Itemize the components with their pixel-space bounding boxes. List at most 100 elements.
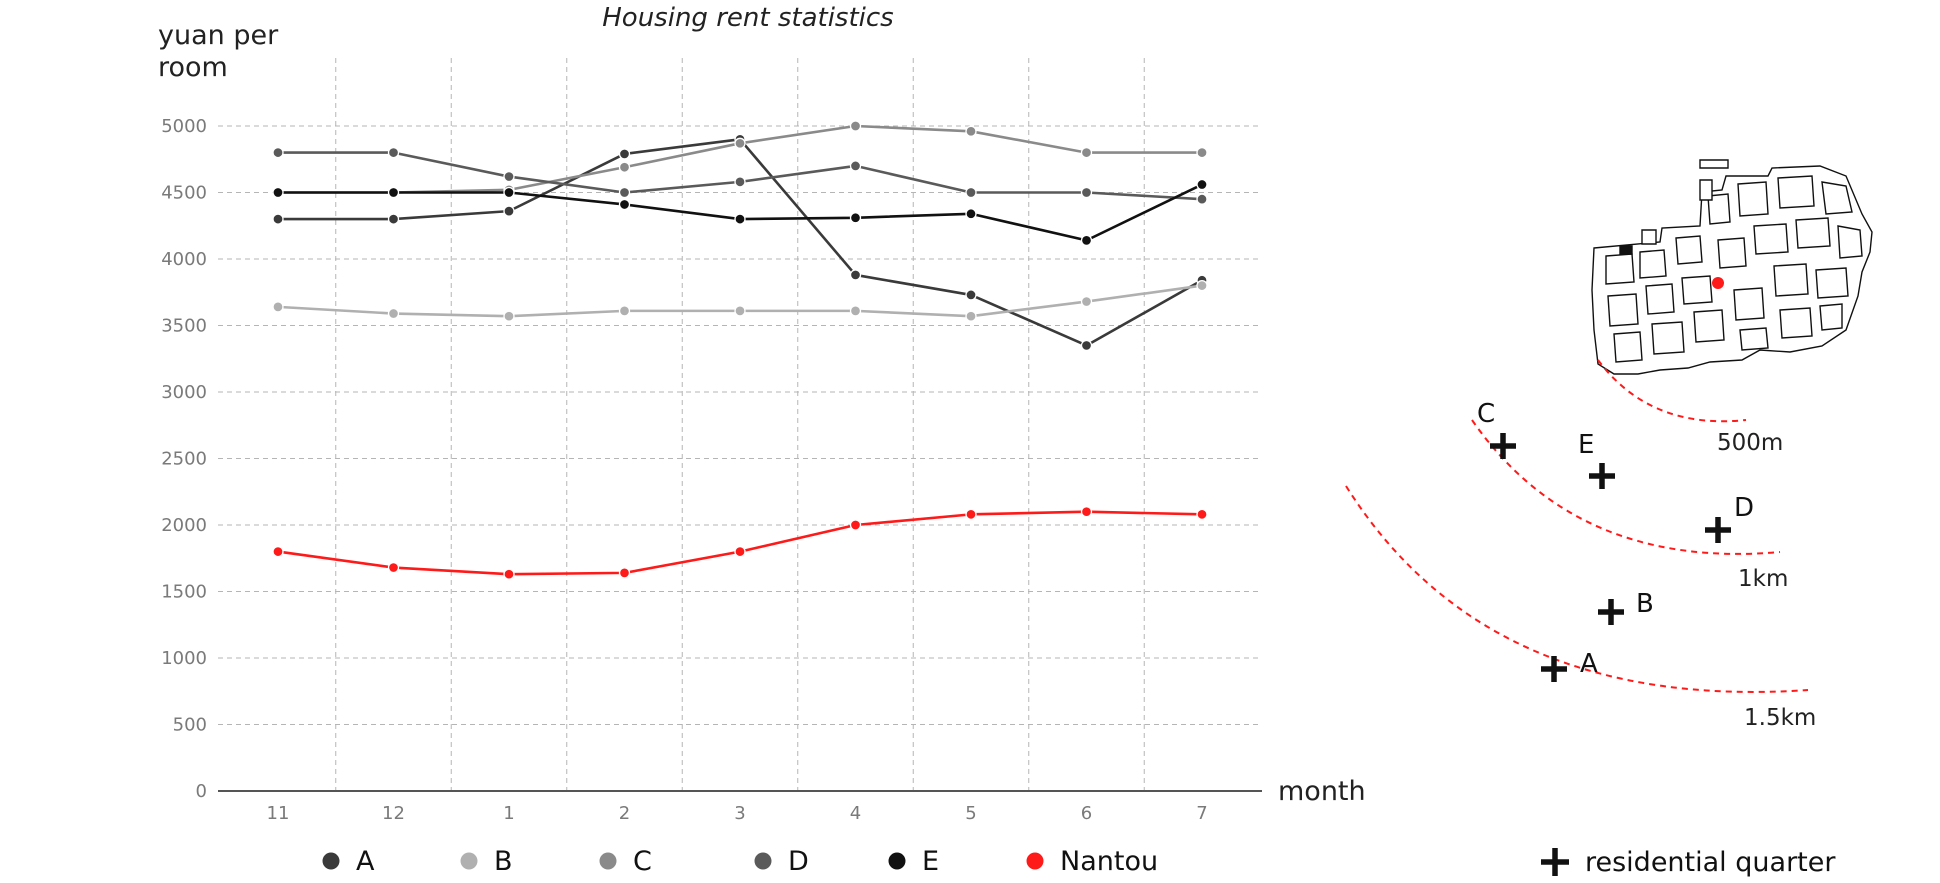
series-lines xyxy=(272,120,1208,580)
data-point-e xyxy=(618,198,631,211)
legend-marker-d xyxy=(754,852,772,870)
data-point-c xyxy=(734,137,746,149)
data-point-d xyxy=(387,146,400,159)
residential-quarter-a: A xyxy=(1541,649,1598,682)
data-point-c xyxy=(965,125,977,137)
data-point-nantou xyxy=(734,545,746,558)
y-tick-label: 5000 xyxy=(161,116,207,137)
x-tick-label: 1 xyxy=(503,803,514,824)
data-point-c xyxy=(849,120,862,132)
quarter-label-b: B xyxy=(1636,589,1654,619)
data-point-a xyxy=(618,148,631,160)
map-legend-label: residential quarter xyxy=(1585,847,1836,878)
data-point-d xyxy=(849,160,862,172)
series-d xyxy=(272,146,1208,205)
data-point-d xyxy=(618,186,631,199)
data-point-b xyxy=(849,305,862,317)
data-point-b xyxy=(965,310,977,322)
data-point-e xyxy=(1080,234,1093,247)
y-axis-label-line1: yuan per xyxy=(158,20,279,51)
legend-label-e: E xyxy=(922,846,939,877)
x-tick-label: 11 xyxy=(267,803,290,824)
x-tick-label: 7 xyxy=(1196,803,1207,824)
y-tick-label: 1000 xyxy=(161,648,207,669)
x-tick-label: 5 xyxy=(965,803,976,824)
legend-item-e: E xyxy=(888,846,939,877)
x-tick-label: 3 xyxy=(734,803,745,824)
data-point-nantou xyxy=(1080,506,1093,518)
map-legend: residential quarter xyxy=(1541,847,1836,878)
y-axis-label-line2: room xyxy=(158,52,228,83)
data-point-nantou xyxy=(849,519,862,531)
chart-title: Housing rent statistics xyxy=(602,3,893,33)
y-tick-label: 2000 xyxy=(161,515,207,536)
data-point-e xyxy=(734,213,746,225)
x-axis-label: month xyxy=(1278,776,1366,807)
y-axis-ticks: 0 500 1000 1500 2000 2500 3000 3500 4000 4500 5000 xyxy=(161,116,207,802)
legend-item-d: D xyxy=(754,846,809,877)
data-point-a xyxy=(272,213,284,225)
series-nantou xyxy=(272,506,1208,580)
data-point-e xyxy=(387,186,400,199)
data-point-e xyxy=(1196,178,1208,191)
nantou-location-dot xyxy=(1712,277,1724,289)
legend-marker-a xyxy=(322,852,340,870)
data-point-nantou xyxy=(965,508,977,521)
data-point-d xyxy=(1080,186,1093,199)
legend-marker-b xyxy=(460,852,478,870)
data-point-b xyxy=(1196,279,1208,292)
plus-icon xyxy=(1589,463,1615,489)
legend-marker-e xyxy=(888,852,906,870)
legend-item-nantou: Nantou xyxy=(1026,846,1158,877)
y-tick-label: 0 xyxy=(196,781,207,802)
quarter-label-d: D xyxy=(1734,493,1754,523)
y-tick-label: 3500 xyxy=(161,316,207,337)
data-point-d xyxy=(965,186,977,199)
data-point-e xyxy=(849,212,862,224)
plus-icon xyxy=(1541,848,1569,876)
series-a xyxy=(272,133,1208,352)
residential-quarter-b: B xyxy=(1598,589,1654,625)
quarter-label-e: E xyxy=(1578,430,1594,460)
x-axis-ticks: 11 12 1 2 3 4 5 6 7 xyxy=(267,803,1208,824)
legend-label-b: B xyxy=(494,846,513,877)
ring-500m xyxy=(1597,359,1747,423)
data-point-a xyxy=(387,213,400,225)
data-point-a xyxy=(503,205,515,217)
ring-label-500m: 500m xyxy=(1717,430,1783,456)
data-point-c xyxy=(1196,146,1208,159)
data-point-a xyxy=(849,269,862,281)
x-tick-label: 2 xyxy=(619,803,630,824)
quarter-label-a: A xyxy=(1580,649,1598,679)
data-point-b xyxy=(734,305,746,317)
x-tick-label: 12 xyxy=(382,803,405,824)
ring-label-1_5km: 1.5km xyxy=(1744,705,1816,731)
data-point-d xyxy=(734,176,746,188)
data-point-a xyxy=(1080,339,1093,352)
series-line-nantou xyxy=(277,510,1203,576)
y-tick-label: 500 xyxy=(173,715,207,736)
data-point-e xyxy=(272,186,284,199)
legend-label-c: C xyxy=(633,846,652,877)
plus-icon xyxy=(1490,433,1516,459)
x-tick-label: 4 xyxy=(850,803,861,824)
quarter-label-c: C xyxy=(1477,399,1495,429)
residential-quarter-d: D xyxy=(1705,493,1754,543)
legend-marker-c xyxy=(599,852,617,870)
y-tick-label: 2500 xyxy=(161,449,207,470)
data-point-b xyxy=(1080,295,1093,308)
y-tick-label: 3000 xyxy=(161,382,207,403)
data-point-b xyxy=(387,307,400,320)
series-b xyxy=(272,279,1208,322)
data-point-d xyxy=(503,170,515,183)
data-point-nantou xyxy=(503,568,515,580)
data-point-c xyxy=(618,161,631,173)
residential-quarter-c: C xyxy=(1477,399,1516,459)
data-point-d xyxy=(1196,193,1208,205)
residential-quarter-e: E xyxy=(1578,430,1615,489)
legend-item-b: B xyxy=(460,846,513,877)
data-point-b xyxy=(272,301,284,313)
data-point-b xyxy=(618,305,631,317)
plus-icon xyxy=(1705,517,1731,543)
